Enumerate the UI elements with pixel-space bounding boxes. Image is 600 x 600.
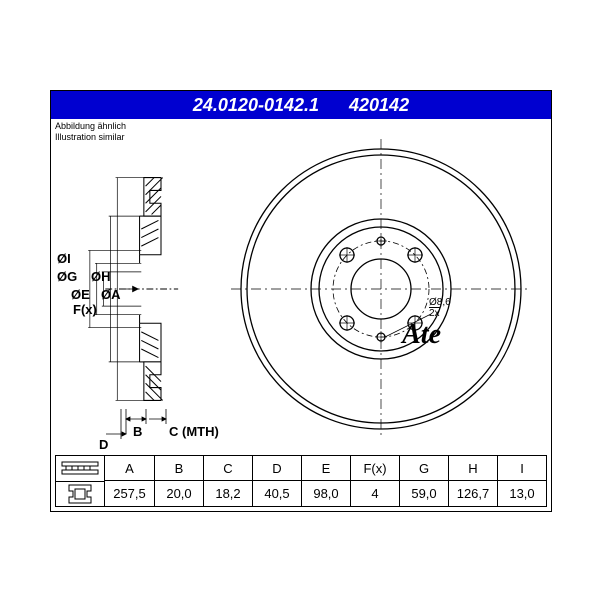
hdr-I: I	[497, 456, 546, 481]
part-number: 24.0120-0142.1	[193, 95, 319, 116]
hdr-D: D	[252, 456, 301, 481]
dim-label-A: ØA	[101, 287, 121, 302]
dimensions-table: A B C D E F(x) G H I 257,5 20,0 18,2 40,…	[55, 455, 547, 507]
caliper-icon	[56, 481, 104, 507]
dim-label-E: ØE	[71, 287, 90, 302]
dimensions-grid: A B C D E F(x) G H I 257,5 20,0 18,2 40,…	[105, 455, 547, 507]
header-bar: 24.0120-0142.1 420142	[51, 91, 551, 119]
dim-B: B	[133, 424, 142, 439]
dim-label-Fx: F(x)	[73, 302, 97, 317]
hdr-E: E	[301, 456, 350, 481]
table-icon-cell	[55, 455, 105, 507]
val-C: 18,2	[203, 481, 252, 506]
dim-C: C (MTH)	[169, 424, 219, 439]
hdr-C: C	[203, 456, 252, 481]
val-B: 20,0	[154, 481, 203, 506]
hdr-B: B	[154, 456, 203, 481]
brand-logo: Ate	[402, 319, 441, 351]
val-I: 13,0	[497, 481, 546, 506]
val-F: 4	[350, 481, 399, 506]
val-A: 257,5	[105, 481, 154, 506]
hdr-A: A	[105, 456, 154, 481]
dim-D: D	[99, 437, 108, 452]
diagram-area: ØI ØG ØE ØH ØA F(x)	[51, 119, 551, 451]
drawing-canvas: 24.0120-0142.1 420142 Abbildung ähnlich …	[50, 90, 552, 512]
hdr-F: F(x)	[350, 456, 399, 481]
alt-number: 420142	[349, 95, 409, 116]
dim-label-I: ØI	[57, 251, 71, 266]
val-H: 126,7	[448, 481, 497, 506]
vented-disc-icon	[56, 456, 104, 481]
hdr-G: G	[399, 456, 448, 481]
front-disc-view	[231, 139, 531, 439]
val-D: 40,5	[252, 481, 301, 506]
dim-label-G: ØG	[57, 269, 77, 284]
val-E: 98,0	[301, 481, 350, 506]
dim-label-H: ØH	[91, 269, 111, 284]
bolt-dia-note: Ø8,6 2x	[429, 297, 451, 319]
hdr-H: H	[448, 456, 497, 481]
val-G: 59,0	[399, 481, 448, 506]
